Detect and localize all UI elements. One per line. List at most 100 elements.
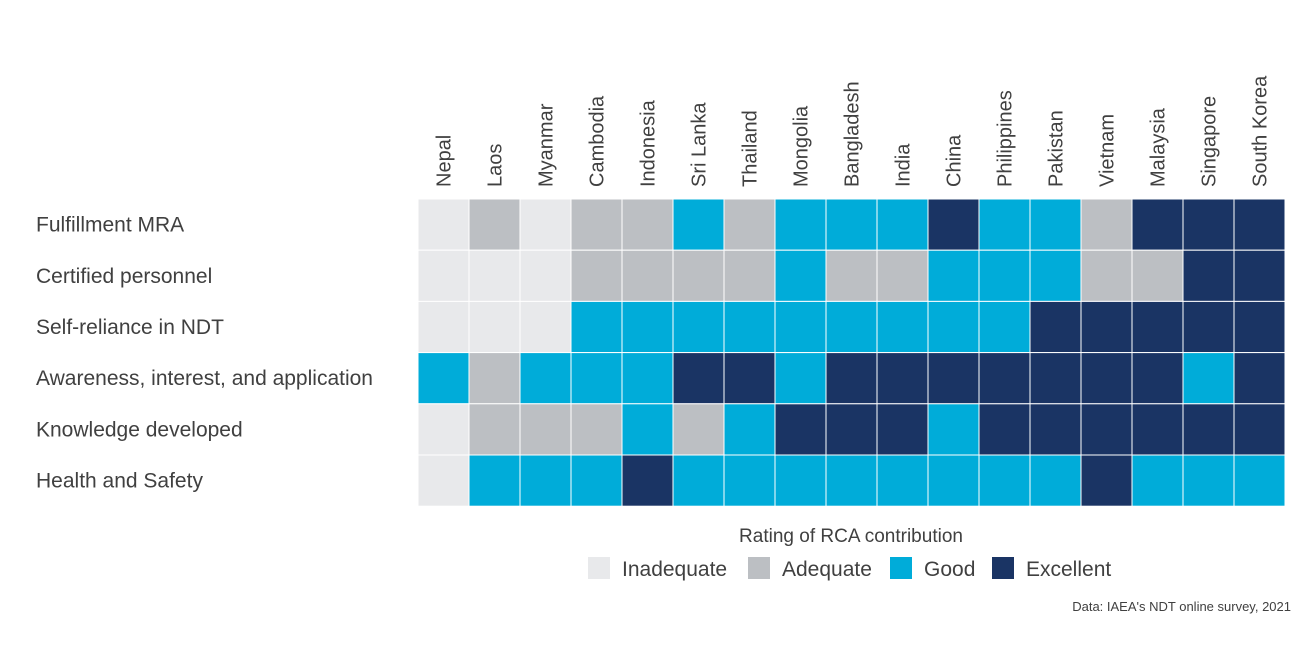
cell-fulfillment-mra-malaysia xyxy=(1131,198,1184,251)
cell-knowledge-developed-thailand xyxy=(723,403,776,456)
cell-self-reliance-in-ndt-vietnam xyxy=(1080,300,1133,354)
cell-fulfillment-mra-vietnam xyxy=(1080,198,1133,251)
row-label-certified-personnel: Certified personnel xyxy=(36,265,212,288)
column-label-myanmar: Myanmar xyxy=(536,103,558,187)
cell-certified-personnel-sri-lanka xyxy=(672,249,725,302)
cell-certified-personnel-south-korea xyxy=(1233,249,1286,302)
cell-fulfillment-mra-thailand xyxy=(723,198,776,251)
cell-fulfillment-mra-cambodia xyxy=(570,198,623,251)
cell-health-and-safety-bangladesh xyxy=(825,454,878,507)
cell-certified-personnel-pakistan xyxy=(1029,249,1082,302)
cell-self-reliance-in-ndt-mongolia xyxy=(774,300,827,354)
cell-self-reliance-in-ndt-china xyxy=(927,300,980,354)
cell-awareness-interest-and-application-bangladesh xyxy=(825,352,878,405)
cell-knowledge-developed-nepal xyxy=(417,403,470,456)
cell-self-reliance-in-ndt-india xyxy=(876,300,929,354)
cell-awareness-interest-and-application-cambodia xyxy=(570,352,623,405)
cell-awareness-interest-and-application-south-korea xyxy=(1233,352,1286,405)
cell-self-reliance-in-ndt-indonesia xyxy=(621,300,674,354)
column-label-indonesia: Indonesia xyxy=(638,99,660,187)
cell-health-and-safety-vietnam xyxy=(1080,454,1133,507)
cell-certified-personnel-vietnam xyxy=(1080,249,1133,302)
cell-knowledge-developed-vietnam xyxy=(1080,403,1133,456)
cell-health-and-safety-myanmar xyxy=(519,454,572,507)
cell-knowledge-developed-china xyxy=(927,403,980,456)
cell-certified-personnel-thailand xyxy=(723,249,776,302)
column-label-pakistan: Pakistan xyxy=(1046,110,1068,187)
source-note: Data: IAEA's NDT online survey, 2021 xyxy=(1072,599,1291,614)
legend-swatch-good xyxy=(890,557,912,579)
cell-certified-personnel-nepal xyxy=(417,249,470,302)
cell-health-and-safety-nepal xyxy=(417,454,470,507)
column-label-south-korea: South Korea xyxy=(1250,75,1272,187)
cell-fulfillment-mra-myanmar xyxy=(519,198,572,251)
cell-fulfillment-mra-india xyxy=(876,198,929,251)
column-labels: Nepal Laos Myanmar Cambodia Indonesia Sri Lan… xyxy=(434,75,1272,187)
cell-fulfillment-mra-south-korea xyxy=(1233,198,1286,251)
cell-health-and-safety-mongolia xyxy=(774,454,827,507)
cell-certified-personnel-mongolia xyxy=(774,249,827,302)
cell-fulfillment-mra-mongolia xyxy=(774,198,827,251)
cell-fulfillment-mra-singapore xyxy=(1182,198,1235,251)
cell-health-and-safety-singapore xyxy=(1182,454,1235,507)
cell-certified-personnel-bangladesh xyxy=(825,249,878,302)
column-label-vietnam: Vietnam xyxy=(1097,114,1119,187)
cell-certified-personnel-cambodia xyxy=(570,249,623,302)
cell-certified-personnel-china xyxy=(927,249,980,302)
cell-knowledge-developed-sri-lanka xyxy=(672,403,725,456)
row-labels: Fulfillment MRA Certified personnel Self-r… xyxy=(36,214,373,493)
cell-self-reliance-in-ndt-cambodia xyxy=(570,300,623,354)
cell-fulfillment-mra-laos xyxy=(468,198,521,251)
cell-knowledge-developed-mongolia xyxy=(774,403,827,456)
cell-health-and-safety-indonesia xyxy=(621,454,674,507)
cell-knowledge-developed-indonesia xyxy=(621,403,674,456)
cell-awareness-interest-and-application-indonesia xyxy=(621,352,674,405)
column-label-china: China xyxy=(944,134,966,187)
cell-self-reliance-in-ndt-laos xyxy=(468,300,521,354)
cell-fulfillment-mra-philippines xyxy=(978,198,1031,251)
row-label-fulfillment-mra: Fulfillment MRA xyxy=(36,214,184,237)
cell-certified-personnel-myanmar xyxy=(519,249,572,302)
legend-title: Rating of RCA contribution xyxy=(739,526,963,547)
cell-awareness-interest-and-application-malaysia xyxy=(1131,352,1184,405)
column-label-nepal: Nepal xyxy=(434,135,456,187)
cell-knowledge-developed-pakistan xyxy=(1029,403,1082,456)
cell-awareness-interest-and-application-myanmar xyxy=(519,352,572,405)
column-label-bangladesh: Bangladesh xyxy=(842,81,864,187)
legend-label-adequate: Adequate xyxy=(782,558,872,581)
cell-health-and-safety-cambodia xyxy=(570,454,623,507)
cell-awareness-interest-and-application-sri-lanka xyxy=(672,352,725,405)
cell-knowledge-developed-bangladesh xyxy=(825,403,878,456)
cell-knowledge-developed-malaysia xyxy=(1131,403,1184,456)
legend-swatch-excellent xyxy=(992,557,1014,579)
cell-health-and-safety-philippines xyxy=(978,454,1031,507)
heatmap-cells xyxy=(417,198,1286,507)
cell-health-and-safety-south-korea xyxy=(1233,454,1286,507)
cell-fulfillment-mra-bangladesh xyxy=(825,198,878,251)
cell-self-reliance-in-ndt-thailand xyxy=(723,300,776,354)
cell-awareness-interest-and-application-india xyxy=(876,352,929,405)
column-label-philippines: Philippines xyxy=(995,90,1017,187)
column-label-india: India xyxy=(893,143,915,187)
cell-certified-personnel-malaysia xyxy=(1131,249,1184,302)
cell-awareness-interest-and-application-pakistan xyxy=(1029,352,1082,405)
row-label-knowledge-developed: Knowledge developed xyxy=(36,418,243,441)
cell-awareness-interest-and-application-china xyxy=(927,352,980,405)
cell-knowledge-developed-singapore xyxy=(1182,403,1235,456)
column-label-cambodia: Cambodia xyxy=(587,95,609,187)
legend-label-good: Good xyxy=(924,558,975,581)
row-label-awareness-interest-and-application: Awareness, interest, and application xyxy=(36,367,373,390)
column-label-laos: Laos xyxy=(485,144,507,187)
cell-awareness-interest-and-application-vietnam xyxy=(1080,352,1133,405)
column-label-malaysia: Malaysia xyxy=(1148,107,1170,187)
column-label-singapore: Singapore xyxy=(1199,96,1221,187)
cell-knowledge-developed-laos xyxy=(468,403,521,456)
row-label-health-and-safety: Health and Safety xyxy=(36,470,203,493)
cell-certified-personnel-philippines xyxy=(978,249,1031,302)
cell-certified-personnel-india xyxy=(876,249,929,302)
cell-health-and-safety-india xyxy=(876,454,929,507)
row-label-self-reliance-in-ndt: Self-reliance in NDT xyxy=(36,316,224,339)
cell-awareness-interest-and-application-philippines xyxy=(978,352,1031,405)
legend: Rating of RCA contribution Inadequate Ade… xyxy=(588,526,1111,581)
